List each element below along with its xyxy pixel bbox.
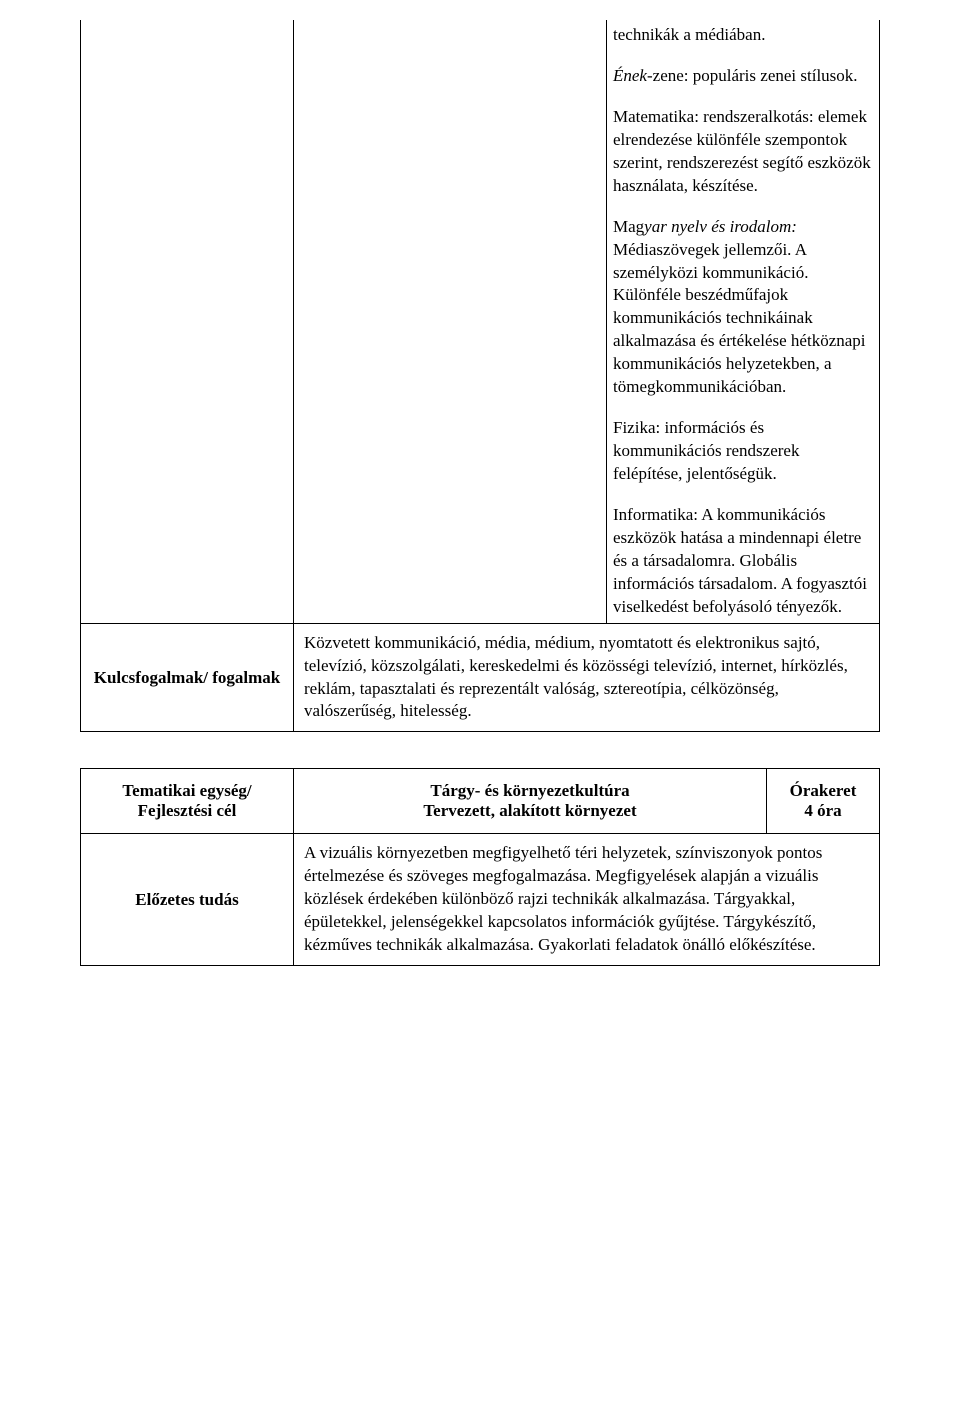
text-magyar-rest: Médiaszövegek jellemzői. A személyközi k… <box>613 240 866 397</box>
title-line2: Tervezett, alakított környezet <box>423 801 636 820</box>
title-targy: Tárgy- és környezetkultúra Tervezett, al… <box>294 769 767 834</box>
label-elozetes: Előzetes tudás <box>81 834 294 966</box>
text-kulcsfogalmak-body: Közvetett kommunikáció, média, médium, n… <box>294 623 880 732</box>
paragraph-fizika: Fizika: információs és kommunikációs ren… <box>613 417 873 486</box>
italic-magyar: yar nyelv és irodalom: <box>644 217 797 236</box>
table-tematikai: Tematikai egység/ Fejlesztési cél Tárgy-… <box>80 768 880 966</box>
text-mag-prefix: Mag <box>613 217 644 236</box>
title-line1: Tárgy- és környezetkultúra <box>430 781 629 800</box>
text-elozetes-body: A vizuális környezetben megfigyelhető té… <box>294 834 880 966</box>
table-cell-empty-left <box>81 20 294 623</box>
label-orakeret: Órakeret 4 óra <box>767 769 880 834</box>
table-cell-body-right: technikák a médiában. Ének-zene: populár… <box>607 20 880 623</box>
label-kulcsfogalmak: Kulcsfogalmak/ fogalmak <box>81 623 294 732</box>
paragraph-informatika: Informatika: A kommunikációs eszközök ha… <box>613 504 873 619</box>
text-enek-rest: -zene: populáris zenei stílusok. <box>647 66 858 85</box>
paragraph-matematika: Matematika: rendszeralkotás: elemek elre… <box>613 106 873 198</box>
label-tematikai: Tematikai egység/ Fejlesztési cél <box>81 769 294 834</box>
paragraph-magyar: Magyar nyelv és irodalom: Médiaszövegek … <box>613 216 873 400</box>
paragraph-enek: Ének-zene: populáris zenei stílusok. <box>613 65 873 88</box>
orakeret-label: Órakeret <box>790 781 857 800</box>
table-cell-empty-mid <box>294 20 607 623</box>
table-kulcsfogalmak: technikák a médiában. Ének-zene: populár… <box>80 20 880 732</box>
italic-enek: Ének <box>613 66 647 85</box>
paragraph-technikak: technikák a médiában. <box>613 24 873 47</box>
orakeret-value: 4 óra <box>804 801 841 820</box>
